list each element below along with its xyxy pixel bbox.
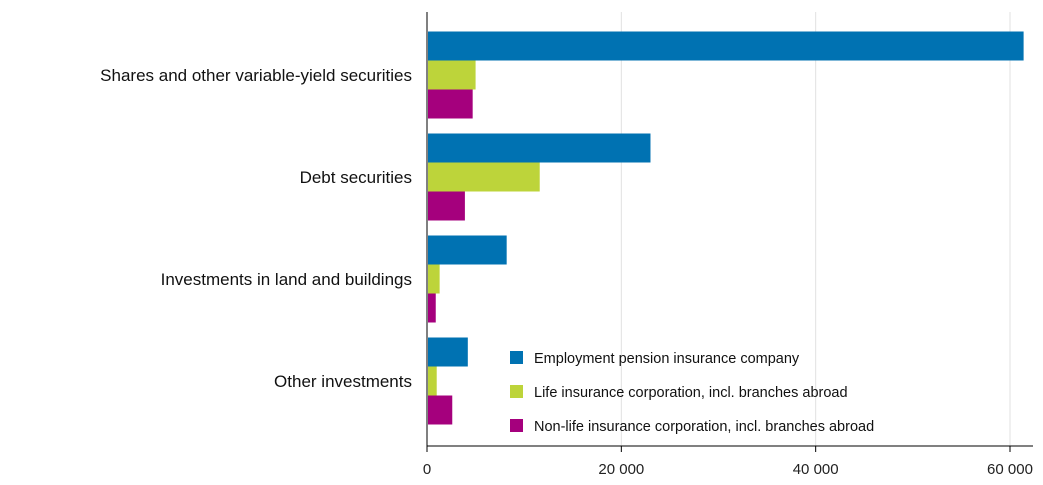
bar [428, 293, 436, 323]
x-tick-label: 0 [423, 461, 431, 478]
bar [428, 264, 440, 294]
legend-swatch [510, 385, 523, 398]
legend-swatch [510, 351, 523, 364]
bar [428, 235, 507, 265]
bar [428, 366, 437, 396]
bar [428, 395, 453, 425]
x-tick-label: 20 000 [598, 461, 644, 478]
bars [428, 31, 1024, 425]
legend-label: Employment pension insurance company [534, 351, 800, 367]
bar [428, 337, 468, 367]
bar [428, 162, 540, 192]
bar [428, 31, 1024, 61]
bar [428, 191, 465, 221]
bar [428, 89, 473, 119]
x-axis-ticks: 0 20 000 40 000 60 000 [423, 446, 1033, 478]
category-labels: Shares and other variable-yield securiti… [100, 66, 412, 391]
legend-label: Life insurance corporation, incl. branch… [534, 385, 848, 401]
bar [428, 60, 476, 90]
category-label: Shares and other variable-yield securiti… [100, 66, 412, 85]
category-label: Other investments [274, 372, 412, 391]
bar [428, 133, 651, 163]
gridlines [620, 12, 1011, 446]
category-label: Investments in land and buildings [161, 270, 412, 289]
legend: Employment pension insurance company Life… [510, 351, 874, 435]
category-label: Debt securities [300, 168, 412, 187]
legend-label: Non-life insurance corporation, incl. br… [534, 419, 874, 435]
x-tick-label: 40 000 [793, 461, 839, 478]
legend-swatch [510, 419, 523, 432]
x-tick-label: 60 000 [987, 461, 1033, 478]
